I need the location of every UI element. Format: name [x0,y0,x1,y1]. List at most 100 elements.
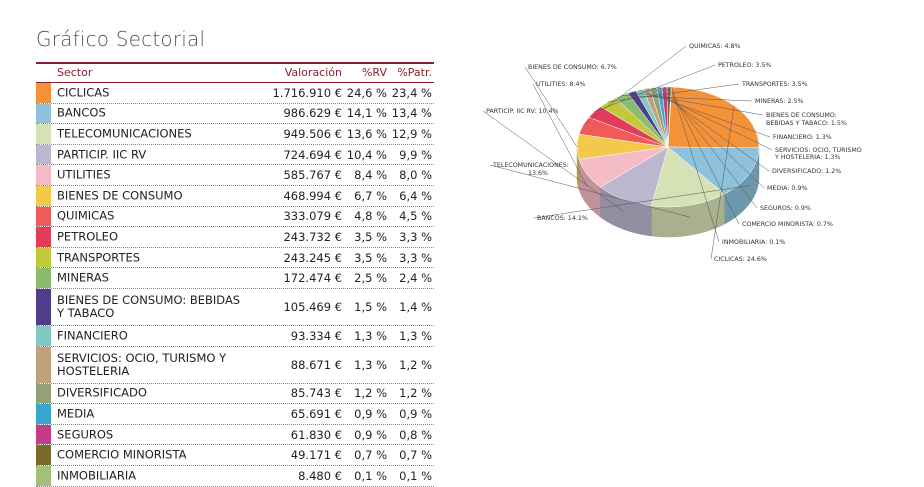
sector-name: PARTICIP. IIC RV [57,147,147,162]
label-leader-line [533,185,750,219]
patr-percent: 13,4 % [391,106,432,121]
table-row: FINANCIERO 93.334 € 1,3 % 1,3 % [36,325,434,347]
sector-name: QUIMICAS [57,208,115,223]
label-leader-line [710,105,735,260]
label-leader-line [621,95,753,102]
label-leader-line [664,86,758,209]
rv-percent: 14,1 % [346,106,387,121]
rv-percent: 0,9 % [354,406,387,421]
patr-percent: 0,8 % [399,427,432,442]
patr-percent: 12,9 % [391,126,432,141]
pie-label: QUIMICAS: 4.8% [689,43,741,50]
label-leader-line [671,86,720,243]
pie-label: PARTICIP. IIC RV: 10.4% [486,108,558,115]
table-row: TELECOMUNICACIONES 949.506 € 13,6 % 12,9 % [36,124,434,145]
patr-percent: 8,0 % [399,168,432,183]
valoracion-value: 585.767 € [283,168,342,183]
pie-label: SEGUROS: 0.9% [760,205,811,212]
patr-percent: 1,4 % [399,299,432,314]
sector-swatch [36,424,51,445]
table-row: CICLICAS 1.716.910 €24,6 % 23,4 % [36,83,434,104]
pie-label: MINERAS: 2.5% [755,98,804,105]
sector-swatch [36,144,51,165]
patr-percent: 3,3 % [399,229,432,244]
sector-name: DIVERSIFICADO [57,385,147,400]
pie-label: MEDIA: 0.9% [767,185,807,192]
label-leader-line [482,110,624,212]
table-row: COMERCIO MINORISTA 49.171 € 0,7 % 0,7 % [36,445,434,466]
label-leader-line [489,164,690,218]
patr-percent: 0,9 % [399,406,432,421]
table-row: UTILITIES 585.767 € 8,4 % 8,0 % [36,165,434,186]
pie-label: DIVERSIFICADO: 1.2% [772,168,841,175]
rv-percent: 10,4 % [346,147,387,162]
valoracion-value: 85.743 € [290,386,342,401]
sector-name: SERVICIOS: OCIO, TURISMO Y HOSTELERIA [57,350,227,378]
rv-percent: 0,1 % [354,468,387,483]
pie-slices [576,86,760,208]
valoracion-value: 172.474 € [283,271,342,286]
pie-label: FINANCIERO: 1.3% [773,134,832,141]
pie-label: BANCOS: 14.1% [537,215,588,222]
pie-label: UTILITIES: 8.4% [536,81,585,88]
valoracion-value: 724.694 € [283,147,342,162]
valoracion-value: 105.469 € [283,299,342,314]
sector-table: Sector Valoración %RV %Patr. CICLICAS 1.7… [36,62,434,487]
pie-label: INMOBILIARIA: 0.1% [722,239,785,246]
table-row: PETROLEO 243.732 € 3,5 % 3,3 % [36,227,434,248]
pie-label: BIENES DE CONSUMO: 6.7% [528,64,617,71]
valoracion-value: 65.691 € [290,406,342,421]
sector-swatch [36,465,51,486]
label-leader-line [532,83,588,187]
patr-percent: 6,4 % [399,188,432,203]
pie-label: TRANSPORTES: 3.5% [741,81,808,88]
sector-name: BANCOS [57,105,106,120]
valoracion-value: 1.716.910 € [272,85,343,100]
sector-swatch [36,247,51,268]
valoracion-value: 468.994 € [283,188,342,203]
page-title: Gráfico Sectorial [36,27,206,51]
rv-percent: 1,2 % [354,386,387,401]
patr-percent: 1,2 % [399,386,432,401]
table-row: BIENES DE CONSUMO 468.994 € 6,7 % 6,4 % [36,185,434,207]
valoracion-value: 986.629 € [283,106,342,121]
patr-percent: 2,4 % [399,271,432,286]
table-header: Sector Valoración %RV %Patr. [36,62,434,83]
patr-percent: 0,1 % [399,468,432,483]
label-leader-line [668,86,740,225]
label-leader-line [639,89,771,138]
table-row: SERVICIOS: OCIO, TURISMO Y HOSTELERIA 88.… [36,346,434,384]
rv-percent: 1,5 % [354,299,387,314]
sector-name: TRANSPORTES [57,250,141,265]
pie-label-line2: 13.6% [528,170,548,177]
pie-label: SERVICIOS: OCIO, TURISMO [775,147,862,154]
sector-name: BIENES DE CONSUMO [57,188,183,203]
table-body: CICLICAS 1.716.910 €24,6 % 23,4 % BANCOS 986… [36,83,434,487]
valoracion-value: 93.334 € [290,328,342,343]
valoracion-value: 949.506 € [283,126,342,141]
rv-percent: 1,3 % [354,328,387,343]
pie-slice-0 [667,86,760,149]
table-row: QUIMICAS 333.079 € 4,8 % 4,5 % [36,206,434,228]
valoracion-value: 49.171 € [290,448,342,463]
sector-name: COMERCIO MINORISTA [57,447,187,462]
rv-percent: 2,5 % [354,271,387,286]
sector-swatch [36,185,51,206]
table-row: PARTICIP. IIC RV 724.694 € 10,4 % 9,9 % [36,144,434,166]
valoracion-value: 243.732 € [283,229,342,244]
sector-swatch [36,227,51,247]
header-patr: %Patr. [397,66,432,79]
pie-label-line2: Y HOSTELERIA: 1.3% [774,154,840,161]
valoracion-value: 8.480 € [298,468,342,483]
table-row: INMOBILIARIA 8.480 € 0,1 % 0,1 % [36,465,434,487]
rv-percent: 8,4 % [354,168,387,183]
sector-name: INMOBILIARIA [57,468,137,483]
table-row: BIENES DE CONSUMO: BEBIDAS Y TABACO 105.4… [36,288,434,326]
sector-name: CICLICAS [57,85,110,100]
table-row: MINERAS 172.474 € 2,5 % 2,4 % [36,268,434,289]
label-leader-line [646,88,773,151]
valoracion-value: 333.079 € [283,209,342,224]
patr-percent: 4,5 % [399,209,432,224]
sector-swatch [36,288,51,325]
